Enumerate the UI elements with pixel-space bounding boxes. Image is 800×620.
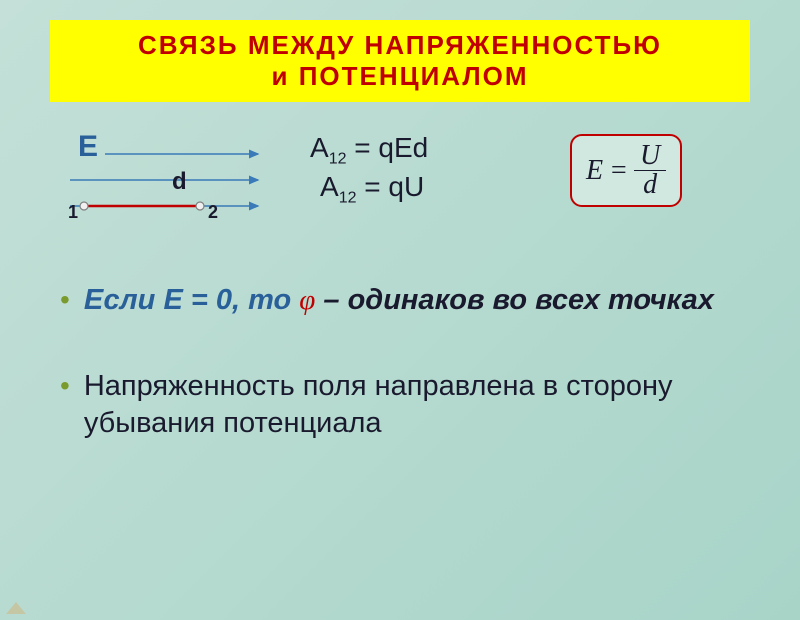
- box-num: U: [634, 142, 666, 171]
- bullet-1-rest: одинаков во всех точках: [348, 284, 714, 316]
- bullet-1-prefix: Если Е = 0, то: [84, 284, 299, 316]
- bullet-1-text: Если Е = 0, то φ – одинаков во всех точк…: [84, 282, 714, 320]
- formula-E-U-d-box: E = U d: [570, 134, 682, 207]
- title-banner: СВЯЗЬ МЕЖДУ НАПРЯЖЕННОСТЬЮ и ПОТЕНЦИАЛОМ: [50, 20, 750, 102]
- bullet-1: • Если Е = 0, то φ – одинаков во всех то…: [60, 282, 740, 320]
- diagram-pt2: 2: [208, 202, 218, 223]
- box-den: d: [637, 171, 663, 199]
- corner-decoration-icon: [6, 602, 26, 614]
- diagram-pt1: 1: [68, 202, 78, 223]
- work-formulas: A12 = qEd A12 = qU: [310, 132, 428, 209]
- formula-a12-qu: A12 = qU: [310, 171, 428, 208]
- box-eq: =: [609, 155, 628, 187]
- diagram-d-label: d: [172, 168, 187, 196]
- box-fraction: U d: [634, 142, 666, 199]
- title-line1: СВЯЗЬ МЕЖДУ НАПРЯЖЕННОСТЬЮ: [70, 30, 730, 61]
- formula-row: E d 1 2 A12 = qEd A12 = qU E = U: [0, 132, 800, 252]
- box-E: E: [586, 155, 603, 187]
- bullet-dot-icon: •: [60, 282, 70, 320]
- bullet-2: • Напряженность поля направлена в сторон…: [60, 368, 740, 443]
- formula-a12-qed: A12 = qEd: [310, 132, 428, 169]
- bullet-list: • Если Е = 0, то φ – одинаков во всех то…: [0, 252, 800, 443]
- field-diagram: E d 1 2: [50, 132, 290, 232]
- diagram-svg: [50, 132, 265, 232]
- bullet-1-phi: φ: [299, 284, 315, 316]
- bullet-dot-icon: •: [60, 368, 70, 443]
- bullet-1-dash: –: [315, 284, 347, 316]
- bullet-2-text: Напряженность поля направлена в сторону …: [84, 368, 740, 443]
- title-line2: и ПОТЕНЦИАЛОМ: [70, 61, 730, 92]
